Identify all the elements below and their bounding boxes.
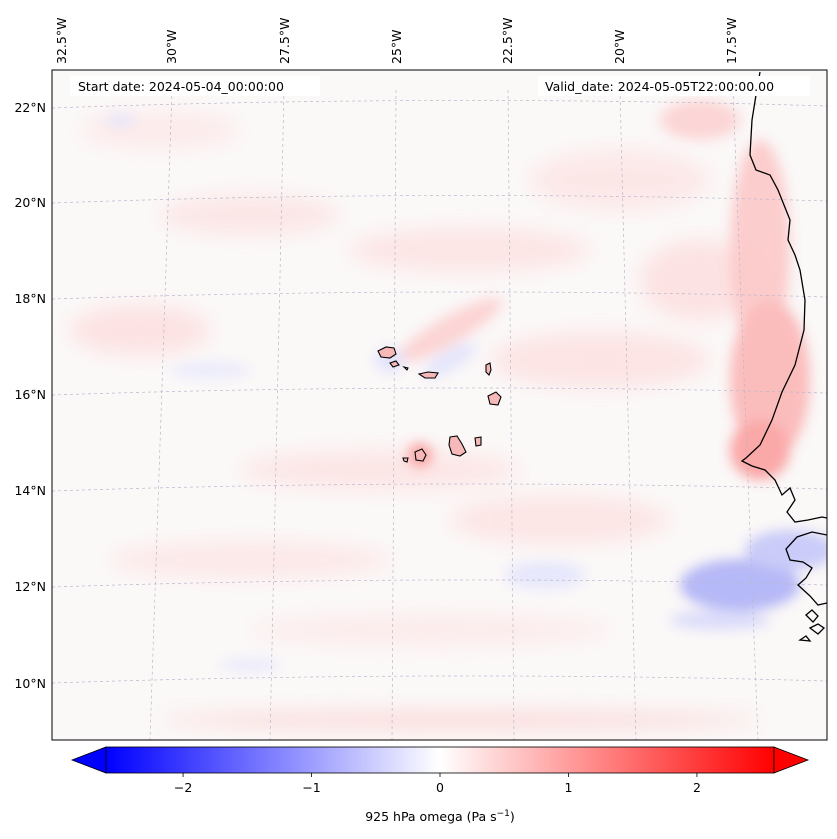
start-date-label: Start date: 2024-05-04_00:00:00 [78,79,284,94]
meridian-20w [619,89,637,740]
map-panel [52,70,827,740]
lat-label-10n: 10°N [14,676,46,691]
colorbar-tick-label: 1 [564,780,572,795]
colorbar-extend-max [773,746,810,774]
parallel-18n [52,291,827,300]
island-sao-nicolau [417,371,439,379]
coastline-bijagos [798,609,826,642]
island-santo-antao [377,346,397,359]
lon-label-20w: 20°W [612,29,627,64]
lat-label-12n: 12°N [14,579,46,594]
lon-label-22-5w: 22.5°W [500,18,515,64]
cape-verde-islands [377,346,502,463]
graticule [52,89,827,740]
island-santa-luzia [402,365,409,371]
island-sal [485,362,492,376]
meridian-25w [391,89,397,740]
coastline-gambia-guinea [785,531,827,606]
island-fogo [414,448,427,462]
meridian-27-5w [269,89,285,740]
lat-label-18n: 18°N [14,291,46,306]
parallel-20n [52,195,827,204]
island-boa-vista [487,391,502,406]
omega-field [70,100,827,728]
colorbar-gradient [105,746,775,774]
lon-label-17-5w: 17.5°W [724,18,739,64]
lon-label-27-5w: 27.5°W [277,18,292,64]
colorbar: −2 −1 0 1 2 925 hPa omega (Pa s−1) [70,746,810,824]
colorbar-tick-label: 2 [693,780,701,795]
parallel-22n [52,100,827,109]
valid-date-label: Valid_date: 2024-05-05T22:00:00.00 [545,79,774,94]
colorbar-extend-min [70,746,107,774]
lon-label-32-5w: 32.5°W [54,18,69,64]
colorbar-label: 925 hPa omega (Pa s−1) [365,809,515,824]
island-brava [402,457,409,463]
lat-label-16n: 16°N [14,387,46,402]
colorbar-tick-label: −1 [302,780,320,795]
lon-label-25w: 25°W [389,29,404,64]
start-date-box [70,76,320,96]
african-coast [740,71,827,642]
meridian-22-5w [507,89,515,740]
lat-label-14n: 14°N [14,483,46,498]
island-santiago [448,435,467,457]
lon-label-30w: 30°W [164,29,179,64]
colorbar-ticks: −2 −1 0 1 2 [174,773,701,795]
island-sao-vicente [389,360,400,368]
coastline-mauritania-senegal [740,71,827,523]
parallel-16n [52,387,827,396]
parallel-12n [52,579,827,588]
map-frame [51,69,828,741]
island-maio [474,436,482,447]
parallel-10n [52,675,827,684]
colorbar-tick-label: 0 [436,780,444,795]
meridian-30w [149,89,173,740]
lat-label-20n: 20°N [14,195,46,210]
lat-labels: 22°N 20°N 18°N 16°N 14°N 12°N 10°N [14,100,46,691]
lat-label-22n: 22°N [14,100,46,115]
meridian-32-5w [52,90,53,128]
valid-date-box [538,76,810,96]
parallel-14n [52,483,827,492]
lon-labels: 32.5°W 30°W 27.5°W 25°W 22.5°W 20°W 17.5… [54,18,739,64]
colorbar-tick-label: −2 [174,780,192,795]
